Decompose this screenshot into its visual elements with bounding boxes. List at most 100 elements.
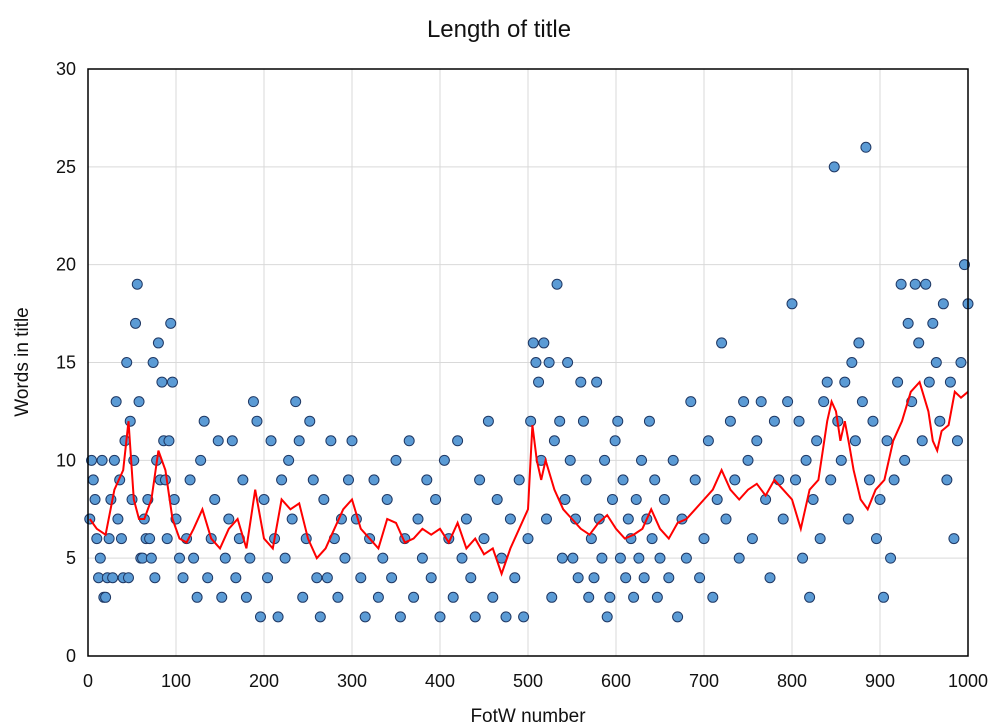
- data-point: [902, 317, 914, 329]
- data-point: [522, 533, 534, 545]
- data-point: [386, 572, 398, 584]
- data-point: [94, 552, 106, 564]
- data-point: [156, 376, 168, 388]
- data-point: [729, 474, 741, 486]
- data-point: [87, 474, 99, 486]
- data-point: [948, 533, 960, 545]
- data-point: [307, 474, 319, 486]
- data-point: [504, 513, 516, 525]
- data-point: [807, 493, 819, 505]
- data-point: [958, 259, 970, 271]
- data-point: [165, 317, 177, 329]
- data-point: [934, 415, 946, 427]
- data-point: [643, 415, 655, 427]
- data-point: [209, 493, 221, 505]
- data-point: [359, 611, 371, 623]
- data-point: [846, 357, 858, 368]
- data-point: [177, 572, 189, 584]
- data-point: [368, 474, 380, 486]
- data-point: [527, 337, 539, 349]
- data-point: [667, 454, 679, 466]
- data-point: [633, 552, 645, 564]
- data-point: [636, 454, 648, 466]
- y-axis-label: Words in title: [12, 307, 33, 416]
- data-point: [856, 396, 868, 408]
- data-point: [793, 415, 805, 427]
- data-point: [755, 396, 767, 408]
- data-point: [604, 591, 616, 603]
- data-point: [107, 572, 119, 584]
- data-point: [585, 533, 597, 545]
- data-point: [390, 454, 402, 466]
- data-point: [226, 435, 238, 447]
- data-point: [888, 474, 900, 486]
- data-point: [870, 533, 882, 545]
- data-point: [212, 435, 224, 447]
- data-point: [119, 435, 131, 447]
- gridlines: [87, 68, 969, 657]
- data-point: [828, 161, 840, 173]
- data-point: [874, 493, 886, 505]
- data-point: [638, 572, 650, 584]
- data-point: [860, 141, 872, 153]
- x-tick-label: 200: [249, 671, 279, 691]
- data-point: [551, 278, 563, 290]
- data-point: [513, 474, 525, 486]
- data-point: [487, 591, 499, 603]
- data-point: [290, 396, 302, 408]
- data-point: [923, 376, 935, 388]
- data-point: [842, 513, 854, 525]
- data-point: [304, 415, 316, 427]
- data-point: [149, 572, 161, 584]
- data-point: [491, 493, 503, 505]
- data-point: [530, 357, 542, 368]
- y-axis-ticks: 0 5 10 15 20 25 30: [56, 59, 76, 666]
- data-point: [768, 415, 780, 427]
- data-point: [628, 591, 640, 603]
- data-point: [381, 493, 393, 505]
- data-point: [716, 337, 728, 349]
- data-point: [742, 454, 754, 466]
- data-point: [279, 552, 291, 564]
- data-point: [599, 454, 611, 466]
- data-point: [408, 591, 420, 603]
- data-point: [892, 376, 904, 388]
- data-point: [474, 474, 486, 486]
- data-point: [540, 513, 552, 525]
- data-point: [617, 474, 629, 486]
- data-point: [276, 474, 288, 486]
- data-point: [237, 474, 249, 486]
- data-point: [646, 533, 658, 545]
- data-point: [930, 357, 942, 368]
- data-point: [346, 435, 358, 447]
- data-point: [601, 611, 613, 623]
- data-point: [533, 376, 545, 388]
- data-point: [184, 474, 196, 486]
- data-point: [174, 552, 186, 564]
- data-point: [265, 435, 277, 447]
- x-tick-label: 1000: [948, 671, 988, 691]
- data-point: [202, 572, 214, 584]
- data-point: [355, 572, 367, 584]
- data-point: [797, 552, 809, 564]
- data-point: [612, 415, 624, 427]
- data-point: [339, 552, 351, 564]
- data-point: [694, 572, 706, 584]
- data-point: [122, 572, 134, 584]
- data-point: [478, 533, 490, 545]
- data-point: [814, 533, 826, 545]
- data-point: [421, 474, 433, 486]
- data-point: [920, 278, 932, 290]
- data-point: [332, 591, 344, 603]
- data-point: [944, 376, 956, 388]
- data-point: [166, 376, 178, 388]
- data-point: [198, 415, 210, 427]
- data-point: [110, 396, 122, 408]
- data-point: [567, 552, 579, 564]
- data-point: [878, 591, 890, 603]
- data-point: [500, 611, 512, 623]
- data-point: [469, 611, 481, 623]
- data-point: [702, 435, 714, 447]
- data-point: [425, 572, 437, 584]
- x-tick-label: 300: [337, 671, 367, 691]
